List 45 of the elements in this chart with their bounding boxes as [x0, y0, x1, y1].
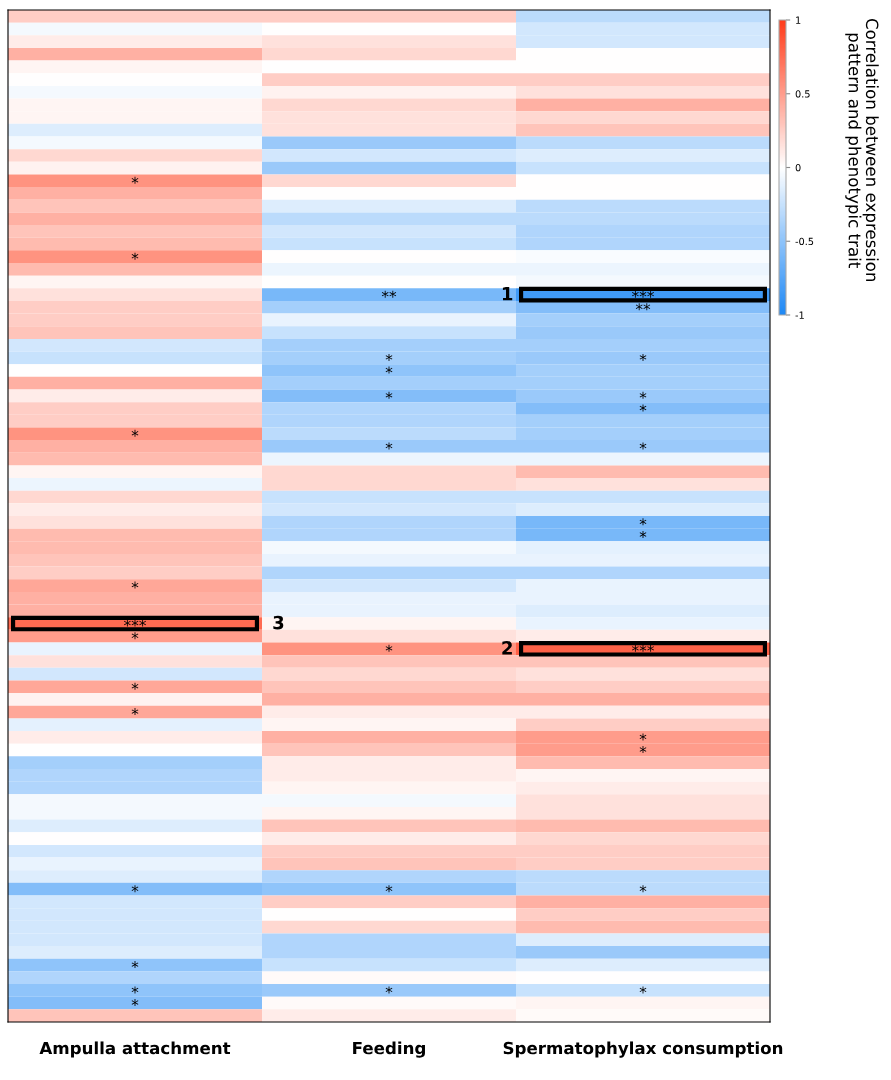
color-bar-label: -1: [795, 311, 804, 319]
data-label: **: [381, 290, 397, 298]
color-bar-label: 0.5: [795, 90, 810, 98]
data-label: *: [639, 746, 647, 754]
data-label: *: [131, 885, 139, 893]
data-label: *: [131, 708, 139, 716]
data-label: *: [639, 885, 647, 893]
color-bar-title: Correlation between expression pattern and phenotypic trait: [845, 18, 879, 282]
data-label: *: [131, 581, 139, 589]
annotation: 3: [273, 615, 284, 630]
data-label: ***: [632, 290, 654, 298]
data-label: *: [131, 252, 139, 260]
color-bar-label: 1: [796, 16, 801, 24]
data-label: *: [131, 429, 139, 437]
data-label: *: [385, 986, 393, 994]
data-label: *: [385, 644, 393, 652]
data-label: ***: [632, 644, 654, 652]
data-label: *: [639, 353, 647, 361]
color-bar-label: 0: [795, 163, 801, 172]
x-tick-label: Ampulla attachment: [39, 1041, 231, 1058]
data-label: *: [385, 885, 393, 893]
data-label: *: [639, 518, 647, 526]
data-label: *: [639, 733, 647, 741]
data-label: *: [639, 404, 647, 412]
data-label: *: [131, 986, 139, 994]
x-tick-label: Feeding: [353, 1041, 425, 1058]
data-label: *: [385, 353, 393, 361]
data-label: *: [639, 391, 647, 399]
data-label: *: [131, 632, 139, 640]
color-bar-label: -0.5: [795, 237, 814, 246]
data-label: *: [131, 961, 139, 969]
data-label: *: [131, 999, 139, 1007]
data-label: *: [385, 391, 393, 399]
data-label: *: [385, 442, 393, 450]
data-label: *: [131, 682, 139, 690]
data-label: *: [639, 442, 647, 450]
data-label: **: [635, 303, 651, 311]
data-label: ***: [124, 619, 146, 627]
x-tick-label: Spermatophylax consumption: [503, 1041, 783, 1058]
data-label: *: [639, 986, 647, 994]
data-label: *: [385, 366, 393, 374]
annotation: 1: [502, 287, 513, 301]
annotation: 2: [502, 641, 512, 655]
data-label: *: [639, 531, 647, 538]
data-label: *: [131, 176, 139, 184]
